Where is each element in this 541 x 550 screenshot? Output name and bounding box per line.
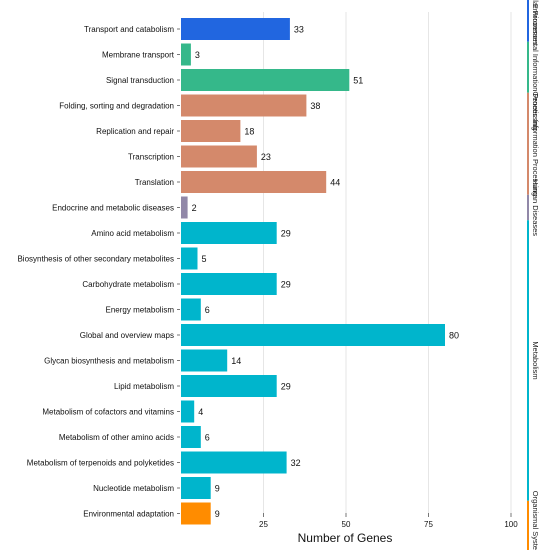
value-label: 14 <box>231 356 241 366</box>
bar <box>181 18 290 40</box>
category-label: Environmental adaptation <box>83 510 174 519</box>
category-label: Transcription <box>128 153 174 162</box>
group-label: Environmental Information Processing <box>531 4 540 131</box>
category-label: Amino acid metabolism <box>91 229 174 238</box>
value-label: 80 <box>449 331 459 341</box>
value-label: 32 <box>291 458 301 468</box>
category-label: Folding, sorting and degradation <box>59 102 174 111</box>
value-label: 3 <box>195 50 200 60</box>
category-label: Signal transduction <box>106 76 174 85</box>
bar <box>181 43 191 66</box>
bar <box>181 222 277 244</box>
category-label: Translation <box>135 178 174 187</box>
category-label: Metabolism of terpenoids and polyketides <box>27 459 174 468</box>
category-label: Transport and catabolism <box>84 25 174 34</box>
value-label: 9 <box>215 509 220 519</box>
category-label: Endocrine and metabolic diseases <box>52 204 174 213</box>
bar <box>181 145 257 168</box>
value-label: 29 <box>281 382 291 392</box>
x-tick-label: 50 <box>342 520 351 529</box>
bar <box>181 400 195 423</box>
bar <box>181 69 350 91</box>
group-bar <box>527 0 529 42</box>
group-bar <box>527 500 529 550</box>
group-bar <box>527 92 529 195</box>
group-bar <box>527 41 529 93</box>
value-label: 2 <box>192 203 197 213</box>
value-label: 9 <box>215 484 220 494</box>
bar <box>181 273 277 295</box>
category-labels: Transport and catabolism Membrane transpo… <box>17 25 180 519</box>
value-label: 29 <box>281 229 291 239</box>
x-axis-ticks: 25 50 75 100 <box>259 513 518 529</box>
bar <box>181 247 198 270</box>
value-label: 38 <box>310 101 320 111</box>
category-label: Metabolism of cofactors and vitamins <box>42 408 174 417</box>
bars <box>181 18 445 525</box>
bar <box>181 171 327 193</box>
bar <box>181 324 445 346</box>
category-label: Global and overview maps <box>80 331 174 340</box>
x-axis-title: Number of Genes <box>298 531 393 545</box>
category-label: Nucleotide metabolism <box>93 484 174 493</box>
category-label: Glycan biosynthesis and metabolism <box>44 357 174 366</box>
x-tick-label: 25 <box>259 520 268 529</box>
group-label: Metabolism <box>531 341 540 379</box>
value-label: 4 <box>198 407 203 417</box>
value-label: 5 <box>202 254 207 264</box>
category-label: Energy metabolism <box>106 306 175 315</box>
group-label: Organismal Systems <box>531 491 540 550</box>
x-tick-label: 100 <box>504 520 518 529</box>
category-label: Replication and repair <box>96 127 174 136</box>
bar <box>181 349 228 372</box>
value-label: 18 <box>244 127 254 137</box>
value-label: 51 <box>353 76 363 86</box>
bar <box>181 94 307 117</box>
group-label: ular Processes <box>531 0 540 46</box>
bar <box>181 477 211 499</box>
category-label: Membrane transport <box>102 51 175 60</box>
category-label: Lipid metabolism <box>114 382 174 391</box>
grid-lines <box>263 12 512 513</box>
bar <box>181 120 241 142</box>
bar <box>181 298 201 321</box>
x-tick-label: 75 <box>424 520 433 529</box>
bar <box>181 375 277 397</box>
group-label: Genetic Information Processing <box>531 91 540 196</box>
value-label: 33 <box>294 25 304 35</box>
bar <box>181 502 211 525</box>
value-label: 6 <box>205 305 210 315</box>
bar <box>181 426 201 448</box>
category-label: Carbohydrate metabolism <box>82 280 174 289</box>
value-label: 29 <box>281 280 291 290</box>
category-label: Metabolism of other amino acids <box>59 433 174 442</box>
value-label: 44 <box>330 178 340 188</box>
value-label: 6 <box>205 433 210 443</box>
group-bar <box>527 220 529 501</box>
group-bar <box>527 194 529 221</box>
category-label: Biosynthesis of other secondary metaboli… <box>17 255 174 264</box>
bar <box>181 196 188 219</box>
value-label: 23 <box>261 152 271 162</box>
bar <box>181 451 287 474</box>
group-label: Human Diseases <box>531 179 540 236</box>
